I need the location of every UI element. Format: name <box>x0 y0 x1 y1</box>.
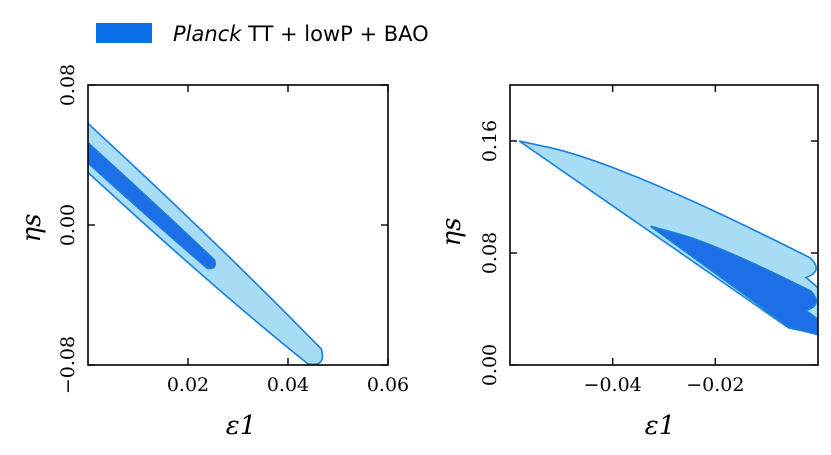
inner-contour-region <box>649 225 818 336</box>
legend-label: Planck TT + lowP + BAO <box>173 22 429 46</box>
inner-contour-region <box>88 141 217 270</box>
y-axis-label: ηs <box>17 214 47 243</box>
legend-label-rest: TT + lowP + BAO <box>241 22 428 46</box>
x-tick-label: −0.02 <box>686 374 744 396</box>
y-axis-label: ηs <box>437 218 467 247</box>
y-tick-label: 0.08 <box>57 64 79 106</box>
x-axis-label: ε1 <box>645 411 676 441</box>
legend-swatch <box>96 23 152 43</box>
right-panel: −0.04 −0.02 0.00 0.08 0.16 ε1 ηs <box>437 84 819 441</box>
y-tick-label: 0.08 <box>479 232 501 274</box>
legend: Planck TT + lowP + BAO <box>96 22 429 46</box>
left-panel: 0.02 0.04 0.06 −0.08 0.00 0.08 ε1 ηs <box>17 64 409 441</box>
y-tick-label: −0.08 <box>57 336 79 394</box>
y-tick-label: 0.00 <box>479 344 501 386</box>
x-tick-labels: 0.02 0.04 0.06 <box>167 374 409 396</box>
y-tick-labels: 0.00 0.08 0.16 <box>479 120 501 386</box>
tick-marks <box>88 84 389 366</box>
legend-label-italic: Planck <box>173 22 242 46</box>
y-tick-label: 0.00 <box>57 204 79 246</box>
x-tick-label: −0.04 <box>584 374 642 396</box>
tick-marks <box>510 85 818 366</box>
plot-frame <box>509 84 819 366</box>
x-tick-labels: −0.04 −0.02 <box>584 374 745 396</box>
x-axis-label: ε1 <box>226 411 257 441</box>
outer-contour-region <box>88 122 324 365</box>
x-tick-label: 0.04 <box>267 374 309 396</box>
x-tick-label: 0.02 <box>167 374 209 396</box>
y-tick-labels: −0.08 0.00 0.08 <box>57 64 79 394</box>
y-tick-label: 0.16 <box>479 120 501 162</box>
plot-frame <box>87 84 389 366</box>
x-tick-label: 0.06 <box>367 374 409 396</box>
